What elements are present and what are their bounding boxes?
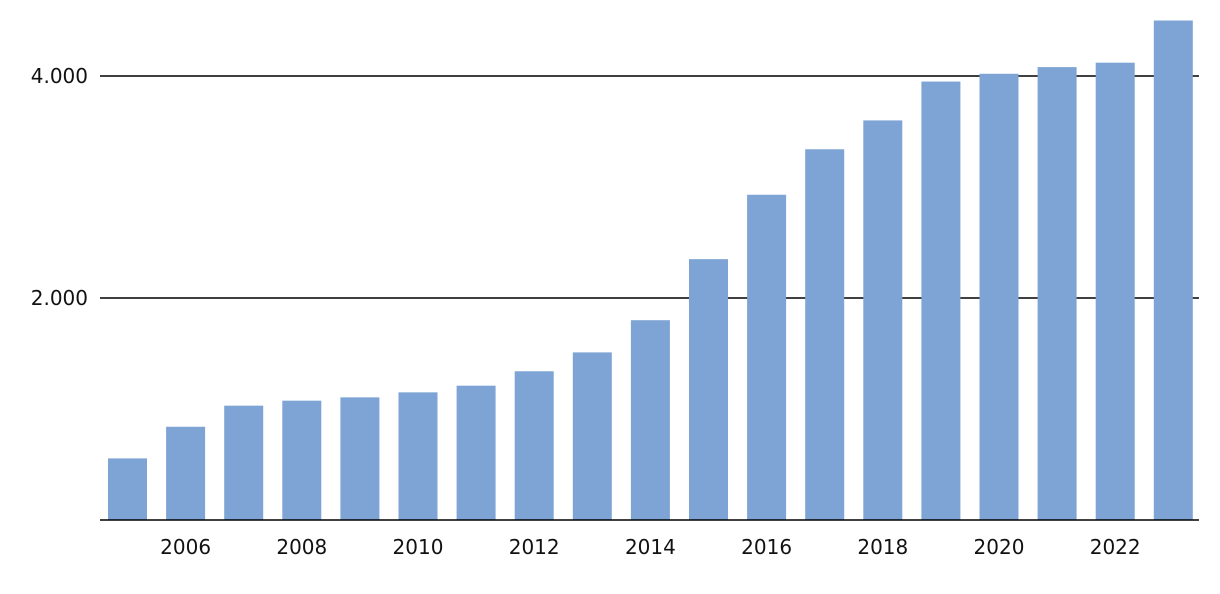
bar — [863, 120, 903, 521]
bar — [1095, 62, 1135, 521]
bar — [456, 385, 496, 520]
bar — [282, 400, 322, 520]
bar — [166, 426, 206, 520]
x-tick-label: 2010 — [393, 535, 444, 559]
y-tick-label: 4.000 — [31, 64, 88, 88]
bar — [1037, 67, 1077, 521]
y-axis-tick-labels: 2.000 4.000 — [31, 64, 88, 310]
bar — [108, 458, 147, 520]
bars — [108, 20, 1193, 521]
bar — [747, 194, 787, 520]
x-tick-label: 2020 — [974, 535, 1025, 559]
bar — [921, 81, 961, 521]
bar — [805, 149, 845, 520]
x-tick-label: 2018 — [857, 535, 908, 559]
x-tick-label: 2014 — [625, 535, 676, 559]
bar — [1153, 20, 1193, 520]
x-tick-label: 2016 — [741, 535, 792, 559]
bar — [224, 405, 264, 520]
bar — [514, 371, 554, 520]
bar — [630, 320, 670, 520]
x-tick-label: 2008 — [276, 535, 327, 559]
y-tick-label: 2.000 — [31, 286, 88, 310]
bar — [572, 352, 612, 520]
x-tick-label: 2012 — [509, 535, 560, 559]
bar — [398, 392, 438, 520]
x-axis-tick-labels: 2006 2008 2010 2012 2014 2016 2018 2020 2022 — [160, 535, 1141, 559]
bar — [340, 397, 380, 520]
gridlines — [100, 75, 1199, 299]
x-tick-label: 2006 — [160, 535, 211, 559]
x-tick-label: 2022 — [1090, 535, 1141, 559]
bar — [689, 259, 728, 520]
bar — [979, 73, 1019, 520]
